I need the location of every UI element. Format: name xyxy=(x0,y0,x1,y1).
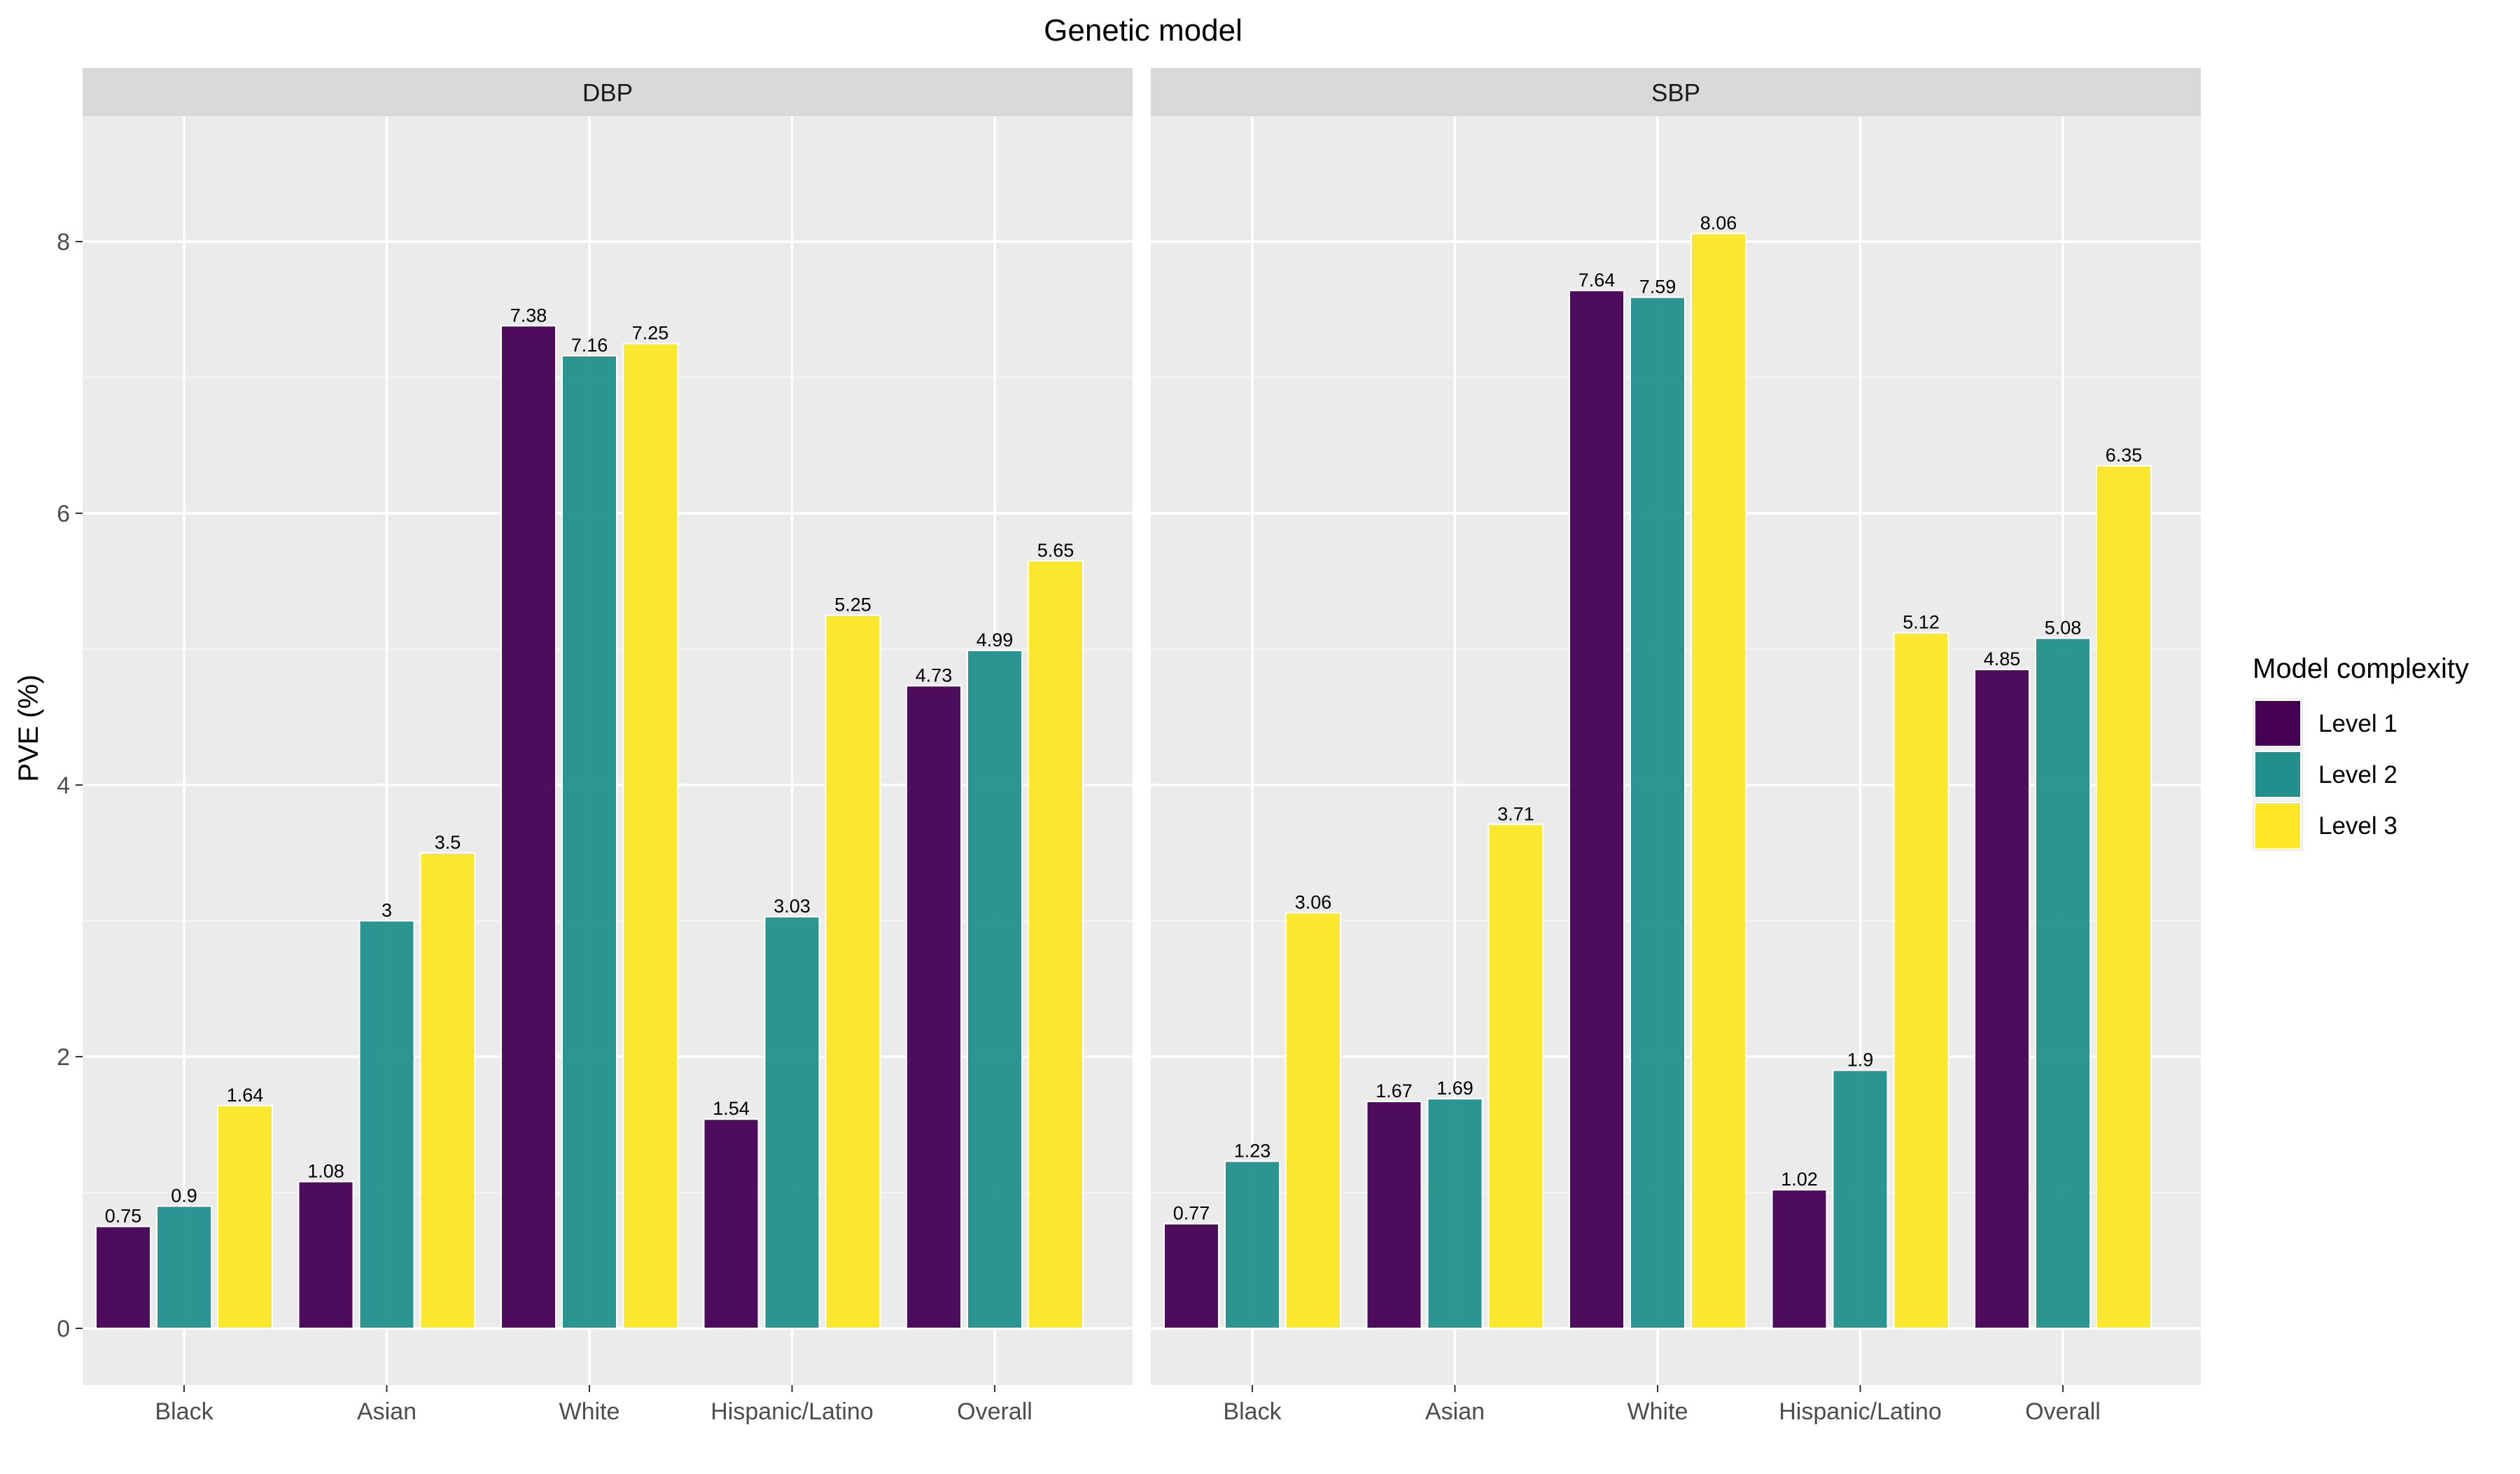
legend-swatch xyxy=(2254,751,2302,798)
bar-value-label: 1.9 xyxy=(1847,1049,1874,1070)
y-tick-label: 8 xyxy=(57,229,70,256)
bar-level-2-asian xyxy=(358,920,415,1329)
bar-value-label: 1.67 xyxy=(1376,1080,1413,1101)
bar-level-2-white xyxy=(1630,296,1686,1329)
bar-level-2-white xyxy=(561,354,617,1330)
bar-level-1-hispanic-latino xyxy=(703,1118,760,1329)
bar-value-label: 7.59 xyxy=(1639,277,1676,298)
bar-value-label: 1.69 xyxy=(1436,1078,1474,1099)
x-tick-label: Black xyxy=(155,1398,214,1425)
legend-label: Level 2 xyxy=(2318,761,2398,788)
bar-value-label: 5.12 xyxy=(1903,612,1940,633)
legend-label: Level 1 xyxy=(2318,710,2398,737)
y-tick-label: 2 xyxy=(57,1044,70,1071)
facet-strip-label: DBP xyxy=(582,80,633,107)
bar-value-label: 4.85 xyxy=(1984,648,2021,669)
bar-level-1-black xyxy=(95,1225,151,1329)
facet-strip xyxy=(1151,68,2201,116)
legend: Model complexity Level 1 Level 2 Level 3 xyxy=(2253,653,2469,851)
bar-value-label: 3 xyxy=(382,900,392,921)
bar-level-1-overall xyxy=(1974,669,2030,1329)
bar-value-label: 3.03 xyxy=(774,896,811,917)
bar-value-label: 3.06 xyxy=(1295,891,1332,912)
y-axis: 0 2 4 6 8 xyxy=(57,229,83,1342)
bar-level-2-asian xyxy=(1427,1098,1483,1329)
bar-level-3-hispanic-latino xyxy=(1893,632,1949,1329)
bar-value-label: 4.99 xyxy=(976,630,1014,651)
chart-title: Genetic model xyxy=(1044,13,1242,48)
bar-level-2-overall xyxy=(2035,637,2091,1329)
bar-level-2-overall xyxy=(967,649,1023,1329)
legend-item-level-2: Level 2 xyxy=(2253,749,2398,800)
bar-value-label: 7.38 xyxy=(510,305,547,326)
bar-value-label: 5.08 xyxy=(2045,617,2082,638)
x-tick-label: Asian xyxy=(357,1398,416,1425)
facet-strip xyxy=(83,68,1133,116)
bar-value-label: 8.06 xyxy=(1700,212,1737,233)
bar-value-label: 1.23 xyxy=(1234,1140,1271,1161)
bar-level-1-overall xyxy=(906,685,962,1329)
bar-level-1-white xyxy=(500,325,556,1329)
bar-value-label: 6.35 xyxy=(2106,445,2143,466)
x-tick-label: White xyxy=(559,1398,620,1425)
y-tick-label: 6 xyxy=(57,501,70,527)
y-tick-label: 0 xyxy=(57,1316,70,1342)
bar-level-1-black xyxy=(1163,1223,1219,1329)
panels-layer: DBP 0.75 1.08 7.38 1.54 4.73 0.9 3 7.16 3.03 4.99 1… xyxy=(57,68,2201,1425)
bar-level-3-black xyxy=(217,1104,273,1329)
x-tick-label: Black xyxy=(1223,1398,1282,1425)
bar-value-label: 3.71 xyxy=(1497,803,1534,824)
y-tick-label: 4 xyxy=(57,772,70,799)
bar-value-label: 5.25 xyxy=(834,595,872,616)
x-tick-label: White xyxy=(1628,1398,1688,1425)
bar-value-label: 3.5 xyxy=(435,832,461,853)
legend-swatch xyxy=(2254,802,2302,849)
bar-level-3-overall xyxy=(2096,465,2152,1329)
panel-sbp: SBP 0.77 1.67 7.64 1.02 4.85 1.23 1.69 7.59 1.9 5.… xyxy=(1151,68,2201,1425)
y-axis-label: PVE (%) xyxy=(13,674,44,781)
bar-level-1-hispanic-latino xyxy=(1771,1189,1828,1329)
x-tick-label: Asian xyxy=(1425,1398,1485,1425)
bar-level-1-asian xyxy=(298,1181,354,1329)
bar-value-label: 1.08 xyxy=(307,1160,344,1181)
legend-swatch xyxy=(2254,700,2302,747)
x-tick-label: Overall xyxy=(2025,1398,2101,1425)
bar-value-label: 1.02 xyxy=(1781,1169,1818,1190)
bar-value-label: 5.65 xyxy=(1037,540,1074,561)
panel-dbp: DBP 0.75 1.08 7.38 1.54 4.73 0.9 3 7.16 3.03 4.99 1… xyxy=(83,68,1133,1425)
bar-value-label: 1.54 xyxy=(713,1098,750,1119)
bar-level-3-hispanic-latino xyxy=(825,614,881,1329)
bar-level-1-white xyxy=(1569,289,1625,1330)
bar-level-3-black xyxy=(1285,912,1341,1329)
bar-level-2-hispanic-latino xyxy=(1832,1069,1889,1330)
bar-level-3-white xyxy=(622,342,678,1329)
bar-level-2-black xyxy=(156,1205,212,1330)
bar-value-label: 4.73 xyxy=(916,665,953,686)
bar-level-2-hispanic-latino xyxy=(764,916,820,1330)
legend-item-level-3: Level 3 xyxy=(2253,800,2398,851)
x-tick-label: Hispanic/Latino xyxy=(1779,1398,1941,1425)
bar-level-2-black xyxy=(1224,1160,1280,1329)
x-tick-label: Overall xyxy=(957,1398,1032,1425)
bar-level-3-white xyxy=(1690,232,1746,1329)
bar-value-label: 0.75 xyxy=(105,1206,142,1227)
bar-value-label: 7.64 xyxy=(1578,270,1616,291)
bar-value-label: 0.77 xyxy=(1173,1203,1210,1224)
x-tick-label: Hispanic/Latino xyxy=(710,1398,873,1425)
bar-value-label: 0.9 xyxy=(171,1185,197,1206)
bar-value-label: 7.25 xyxy=(632,323,669,344)
bar-level-3-overall xyxy=(1028,559,1084,1329)
bar-level-1-asian xyxy=(1366,1101,1422,1330)
legend-item-level-1: Level 1 xyxy=(2253,698,2398,749)
bar-value-label: 7.16 xyxy=(571,335,608,356)
bar-value-label: 1.64 xyxy=(227,1085,264,1106)
bar-level-3-asian xyxy=(419,852,476,1329)
bar-level-3-asian xyxy=(1488,823,1544,1329)
facet-strip-label: SBP xyxy=(1651,80,1700,107)
legend-label: Level 3 xyxy=(2318,812,2398,840)
legend-title: Model complexity xyxy=(2253,653,2469,684)
